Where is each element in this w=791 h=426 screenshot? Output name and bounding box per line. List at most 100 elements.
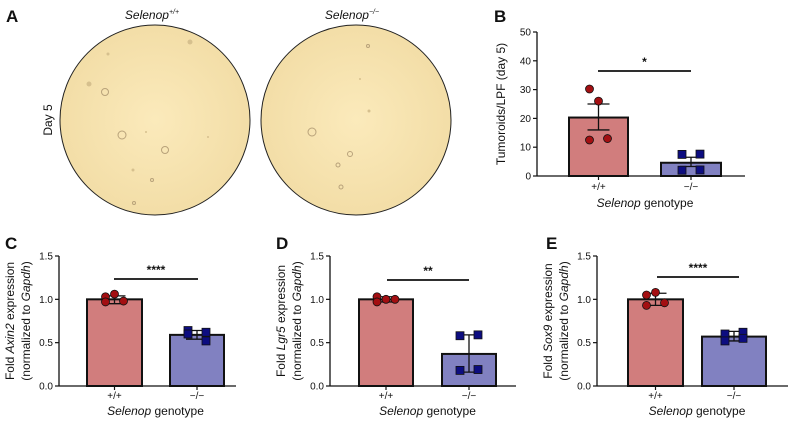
x-tick-label: +/+ bbox=[107, 391, 122, 402]
gene-name: Selenop bbox=[325, 8, 369, 22]
data-point-ko bbox=[183, 329, 193, 339]
panel-e: E 0.0 0.5 1.0 1.5 +/+ −/− **** Selenop genotype F… bbox=[541, 234, 788, 418]
data-point-wt bbox=[651, 287, 660, 297]
y-label-text: Fold bbox=[541, 352, 555, 379]
y-tick-label: 0.0 bbox=[310, 382, 324, 393]
data-point-ko bbox=[201, 336, 211, 346]
data-point-ko bbox=[473, 365, 483, 374]
y-tick-label: 0.5 bbox=[577, 338, 591, 349]
data-point-ko bbox=[473, 330, 483, 340]
y-label-text: ) bbox=[19, 261, 33, 265]
y-label-gene: Axin2 bbox=[3, 323, 17, 354]
x-axis-label-gene: Selenop bbox=[597, 196, 641, 210]
y-tick-label: 0.5 bbox=[39, 338, 53, 349]
data-point-ko bbox=[201, 327, 211, 337]
y-tick-label: 1.5 bbox=[310, 252, 324, 263]
y-tick-label: 0.0 bbox=[39, 382, 53, 393]
x-tick-label: −/− bbox=[684, 182, 699, 193]
y-axis-label-line1: Fold Sox9 expression bbox=[541, 263, 555, 378]
x-axis-label: Selenop genotype bbox=[379, 404, 476, 418]
y-label-text: Fold bbox=[3, 353, 17, 380]
x-axis-label-text: genotype bbox=[641, 196, 694, 210]
panel-c: C 0.0 0.5 1.0 1.5 +/+ −/− **** Selenop genotype F… bbox=[3, 234, 236, 418]
data-point-wt bbox=[642, 300, 651, 310]
data-point-wt bbox=[603, 134, 612, 143]
data-point-wt bbox=[381, 294, 391, 304]
y-axis-label-line1: Fold Axin2 expression bbox=[3, 262, 17, 380]
y-tick-label: 0.0 bbox=[577, 382, 591, 393]
x-tick-label: −/− bbox=[190, 391, 205, 402]
bar-wt bbox=[627, 298, 684, 388]
data-point-wt bbox=[372, 297, 382, 307]
y-tick-label: 30 bbox=[520, 85, 532, 96]
y-tick-label: 10 bbox=[520, 143, 532, 154]
bar-ko bbox=[169, 333, 225, 388]
y-tick-label: 20 bbox=[520, 114, 532, 125]
y-tick-label: 0 bbox=[525, 172, 531, 183]
panel-label-a: A bbox=[6, 7, 18, 26]
panel-label: C bbox=[5, 234, 17, 253]
y-tick-label: 50 bbox=[520, 28, 532, 39]
significance-stars: **** bbox=[689, 261, 708, 275]
y-label-text: expression bbox=[541, 263, 555, 324]
x-axis-label-text: genotype bbox=[693, 404, 746, 418]
y-label-text: (normalized to bbox=[557, 301, 571, 380]
data-point-ko bbox=[720, 336, 730, 346]
bar-ko bbox=[701, 335, 767, 388]
y-label-text: ) bbox=[290, 261, 304, 265]
significance-stars: * bbox=[642, 55, 647, 69]
y-label-text: (normalized to bbox=[290, 301, 304, 380]
data-point-wt bbox=[390, 294, 400, 304]
genotype-superscript: −/− bbox=[369, 9, 379, 16]
panel-label: E bbox=[546, 234, 557, 253]
y-tick-label: 1.0 bbox=[310, 295, 324, 306]
panel-a: A Selenop+/+ Selenop−/− Day 5 bbox=[6, 7, 452, 216]
x-axis-label-gene: Selenop bbox=[379, 404, 423, 418]
x-tick-label: −/− bbox=[462, 391, 477, 402]
x-axis-label-gene: Selenop bbox=[649, 404, 693, 418]
data-point-ko bbox=[695, 149, 705, 159]
y-tick-label: 1.5 bbox=[577, 252, 591, 263]
data-point-wt bbox=[660, 298, 669, 308]
data-point-ko bbox=[677, 165, 687, 175]
y-axis-label-line2: (normalized to Gapdh) bbox=[557, 261, 571, 380]
data-point-ko bbox=[455, 331, 465, 341]
micrograph-ko bbox=[260, 24, 452, 216]
panel-label: B bbox=[494, 7, 506, 26]
y-label-text: expression bbox=[274, 265, 288, 326]
y-label-text: (normalized to bbox=[19, 301, 33, 380]
data-point-ko bbox=[695, 165, 705, 175]
data-point-ko bbox=[455, 365, 465, 375]
y-label-gene: Gapdh bbox=[19, 265, 33, 301]
x-tick-label: +/+ bbox=[648, 391, 663, 402]
significance-stars: **** bbox=[147, 263, 166, 277]
x-axis-label: Selenop genotype bbox=[107, 404, 204, 418]
y-tick-label: 40 bbox=[520, 56, 532, 67]
row-label-day5: Day 5 bbox=[41, 104, 55, 136]
data-point-ko bbox=[677, 149, 687, 159]
y-label-gene: Gapdh bbox=[557, 265, 571, 301]
x-tick-label: +/+ bbox=[379, 391, 394, 402]
bar-wt bbox=[86, 298, 143, 388]
x-tick-label: +/+ bbox=[591, 182, 606, 193]
y-tick-label: 0.5 bbox=[310, 338, 324, 349]
gene-name: Selenop bbox=[125, 8, 169, 22]
data-point-wt bbox=[119, 296, 128, 306]
data-point-wt bbox=[110, 289, 119, 299]
x-axis-label-gene: Selenop bbox=[107, 404, 151, 418]
x-axis-label-text: genotype bbox=[151, 404, 204, 418]
x-tick-label: −/− bbox=[727, 391, 742, 402]
y-label-text: ) bbox=[557, 261, 571, 265]
significance-stars: ** bbox=[423, 264, 433, 278]
data-point-wt bbox=[585, 84, 594, 94]
genotype-superscript: +/+ bbox=[169, 9, 179, 16]
y-label-text: expression bbox=[3, 262, 17, 323]
x-axis-label: Selenop genotype bbox=[649, 404, 746, 418]
y-label-gene: Sox9 bbox=[541, 324, 555, 352]
y-tick-label: 1.5 bbox=[39, 252, 53, 263]
panel-label: D bbox=[276, 234, 288, 253]
x-axis-label-text: genotype bbox=[423, 404, 476, 418]
data-point-wt bbox=[594, 96, 603, 106]
